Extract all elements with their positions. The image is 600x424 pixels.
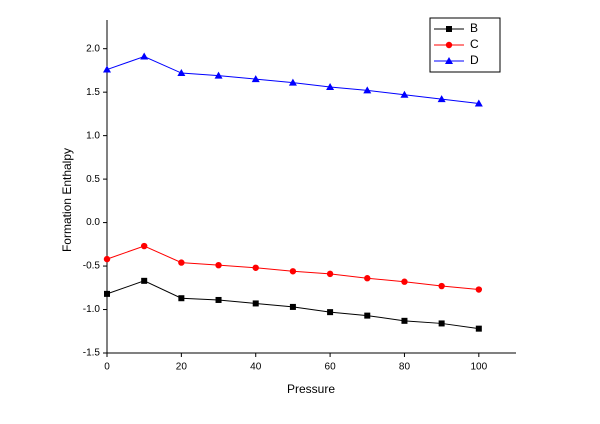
marker [215, 261, 222, 269]
legend-text: D [470, 53, 479, 67]
marker [252, 300, 259, 307]
marker [140, 242, 148, 250]
marker [327, 309, 334, 316]
marker [474, 99, 483, 107]
legend-text: C [470, 37, 479, 51]
x-tick-label: 40 [250, 362, 262, 373]
y-tick-label: -1.0 [83, 304, 101, 315]
marker [178, 295, 185, 302]
marker [103, 255, 111, 263]
y-tick-label: 1.5 [86, 87, 100, 98]
marker [252, 264, 259, 271]
y-tick-label: -0.5 [83, 261, 101, 272]
series-line [106, 245, 479, 291]
marker [438, 320, 445, 327]
marker [437, 95, 446, 103]
x-tick-label: 0 [104, 362, 110, 373]
marker [214, 71, 223, 79]
marker [215, 296, 222, 303]
marker [326, 270, 334, 278]
marker [289, 268, 297, 275]
marker [475, 286, 483, 293]
marker [141, 277, 148, 284]
marker [103, 65, 111, 73]
legend-text: B [470, 21, 478, 35]
y-tick-label: 2.0 [86, 43, 100, 54]
legend-marker [446, 26, 452, 32]
marker [178, 259, 185, 266]
y-tick-label: 0.5 [86, 174, 100, 185]
x-tick-label: 20 [176, 362, 188, 373]
marker [438, 282, 445, 290]
marker [104, 290, 110, 297]
y-tick-label: -1.5 [83, 348, 101, 359]
y-axis-title: Formation Enthalpy [60, 148, 74, 252]
marker [400, 90, 409, 98]
x-tick-label: 80 [399, 362, 411, 373]
marker [140, 52, 149, 60]
y-tick-label: 1.0 [86, 130, 100, 141]
marker [364, 312, 371, 319]
marker [288, 78, 297, 86]
marker [177, 69, 186, 77]
x-tick-label: 100 [470, 362, 487, 373]
y-tick-label: 0.0 [86, 217, 100, 228]
legend-marker [445, 41, 453, 49]
x-axis-title: Pressure [287, 382, 335, 396]
marker [364, 275, 371, 282]
marker [251, 75, 260, 83]
marker [363, 86, 372, 94]
marker [401, 278, 408, 285]
legend-marker [445, 57, 453, 64]
x-tick-label: 60 [325, 362, 337, 373]
marker [289, 303, 296, 310]
marker [401, 317, 408, 324]
marker [475, 325, 482, 332]
marker [326, 82, 335, 90]
